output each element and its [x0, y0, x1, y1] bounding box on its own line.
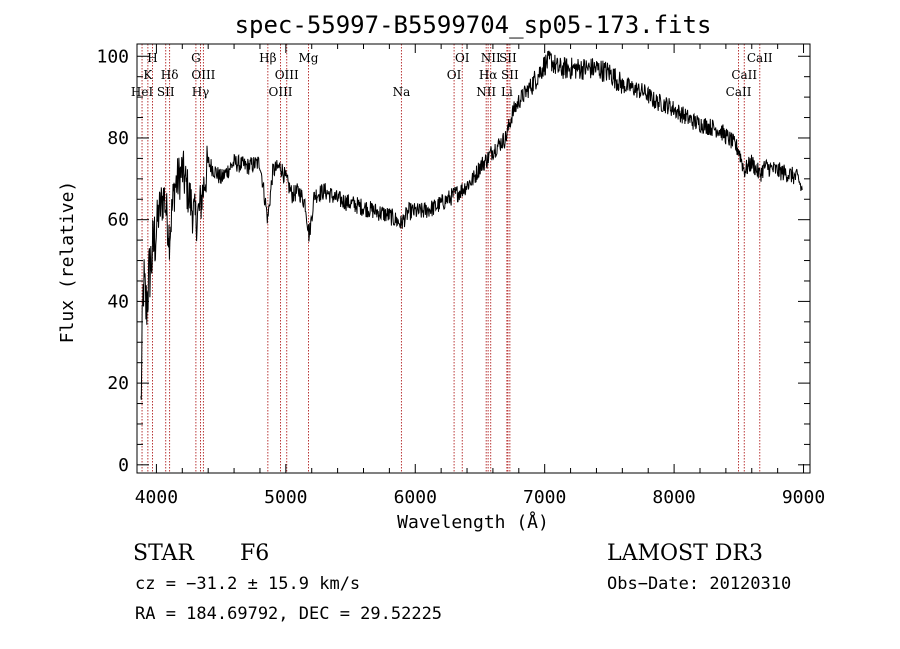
line-label: Mg	[299, 51, 319, 65]
line-label: SII	[499, 51, 517, 65]
object-class: STAR	[133, 541, 195, 566]
x-tick-label: 9000	[782, 487, 825, 508]
y-tick-label: 100	[96, 46, 129, 67]
y-tick-label: 60	[107, 210, 129, 231]
x-tick-label: 5000	[264, 487, 307, 508]
line-label: OI	[455, 51, 470, 65]
x-tick-label: 7000	[523, 487, 566, 508]
line-label: CaII	[726, 85, 752, 99]
line-label: Hδ	[161, 68, 179, 82]
y-tick-label: 80	[107, 128, 129, 149]
line-label: Hγ	[192, 85, 210, 99]
emission-line-labels: HKHeIHδSIIGOIIIHγHβOIIIOIIIMgNaOIOINIISI…	[131, 51, 773, 99]
line-label: Hα	[479, 68, 498, 82]
y-tick-label: 0	[118, 455, 129, 476]
x-axis-label: Wavelength (Å)	[397, 511, 549, 533]
plot-frame	[136, 43, 811, 474]
redshift-cz: cz = −31.2 ± 15.9 km/s	[135, 574, 360, 594]
observation-date: Obs−Date: 20120310	[607, 574, 791, 594]
x-tick-label: 4000	[135, 487, 178, 508]
line-label: SII	[157, 85, 175, 99]
x-tick-label: 8000	[652, 487, 695, 508]
y-tick-label: 20	[107, 373, 129, 394]
x-tick-label: 6000	[394, 487, 437, 508]
coordinates: RA = 184.69792, DEC = 29.52225	[135, 604, 442, 624]
line-label: G	[191, 51, 201, 65]
y-axis-ticks: 0 20 40 60 80 100	[96, 46, 810, 476]
line-label: OIII	[191, 68, 215, 82]
line-label: NII	[476, 85, 496, 99]
line-label: Na	[393, 85, 411, 99]
line-label: H	[147, 51, 157, 65]
line-label: Hβ	[259, 51, 276, 65]
line-label: OI	[447, 68, 462, 82]
chart-title: spec-55997-B5599704_sp05-173.fits	[235, 11, 712, 39]
survey-name: LAMOST DR3	[607, 541, 763, 566]
line-label: K	[143, 68, 153, 82]
line-label: Li	[501, 85, 513, 99]
line-label: SII	[501, 68, 519, 82]
y-tick-label: 40	[107, 291, 129, 312]
spectrum-line	[140, 50, 803, 400]
x-axis-ticks: 4000 5000 6000 7000 8000 9000	[135, 44, 825, 508]
object-subclass: F6	[240, 541, 269, 566]
line-label: NII	[481, 51, 501, 65]
line-label: OIII	[268, 85, 292, 99]
y-axis-label: Flux (relative)	[57, 181, 78, 344]
line-label: CaII	[731, 68, 757, 82]
emission-line-markers	[141, 44, 761, 473]
line-label: OIII	[275, 68, 299, 82]
line-label: CaII	[747, 51, 773, 65]
